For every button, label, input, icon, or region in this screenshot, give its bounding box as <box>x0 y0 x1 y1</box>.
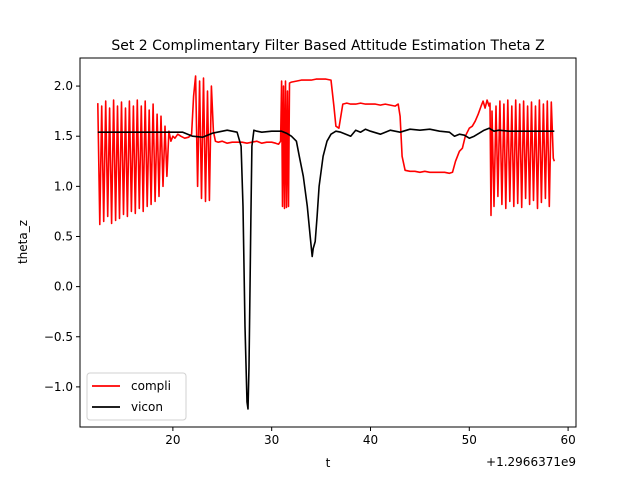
y-axis-label: theta_z <box>16 220 30 264</box>
series-line-vicon <box>97 127 555 410</box>
y-tick-label: −0.5 <box>44 330 73 344</box>
legend-box <box>86 372 187 421</box>
series-line-compli <box>97 75 556 226</box>
legend: compli vicon <box>86 372 187 421</box>
legend-label-vicon: vicon <box>131 400 163 414</box>
x-axis-label: t <box>326 456 331 470</box>
y-tick-label: 0.0 <box>54 280 73 294</box>
series-layer <box>97 75 556 410</box>
legend-label-compli: compli <box>131 379 171 393</box>
x-tick-label: 50 <box>462 433 477 447</box>
x-tick-label: 40 <box>363 433 378 447</box>
y-tick-label: 1.0 <box>54 179 73 193</box>
y-tick-label: −1.0 <box>44 380 73 394</box>
x-offset-label: +1.2966371e9 <box>486 455 576 469</box>
y-axis: −1.0 −0.5 0.0 0.5 1.0 1.5 2.0 <box>44 79 80 394</box>
x-tick-label: 30 <box>264 433 279 447</box>
plot-frame <box>79 57 577 428</box>
x-axis: 20 30 40 50 60 <box>165 427 576 447</box>
y-tick-label: 1.5 <box>54 129 73 143</box>
x-tick-label: 20 <box>165 433 180 447</box>
y-tick-label: 0.5 <box>54 229 73 243</box>
plot-area <box>79 57 577 428</box>
y-tick-label: 2.0 <box>54 79 73 93</box>
x-tick-label: 60 <box>560 433 575 447</box>
chart-title: Set 2 Complimentary Filter Based Attitud… <box>111 38 544 54</box>
